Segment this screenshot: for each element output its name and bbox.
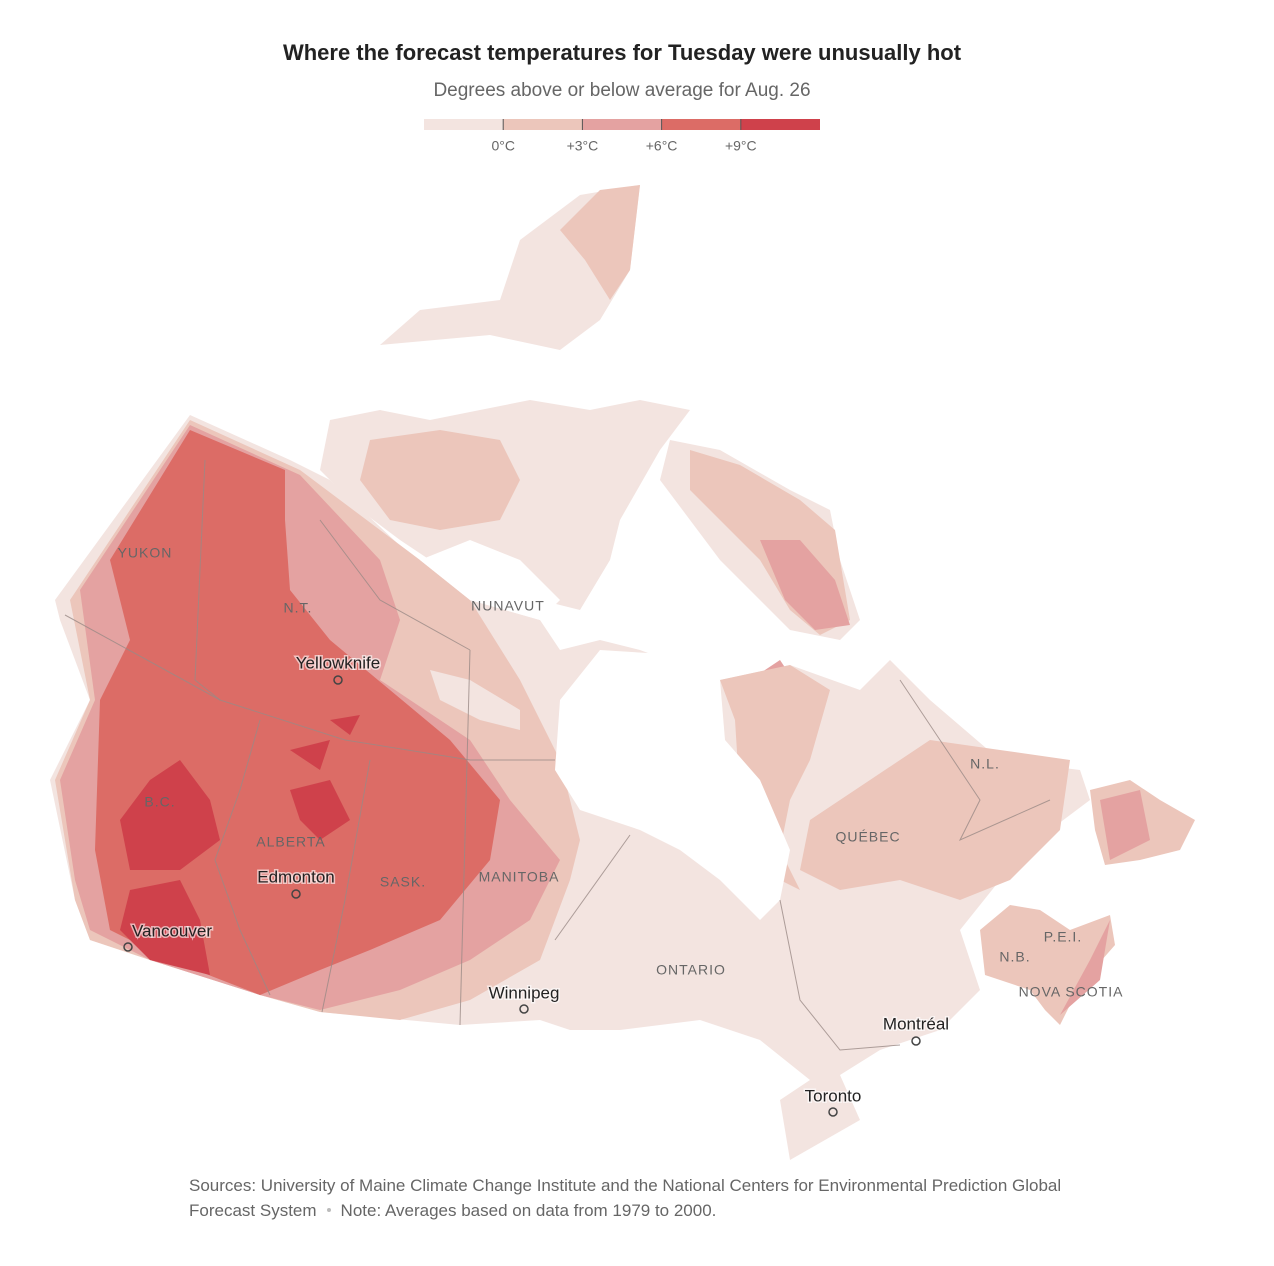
city-dot [123,942,133,952]
city-dot [519,1004,529,1014]
region-label: B.C. [144,794,175,810]
legend-swatch [661,119,741,130]
region-label: NUNAVUT [471,598,545,614]
zone-east-mild [720,665,1070,900]
legend-tick-label: +3°C [567,138,599,154]
legend-swatch [582,119,662,130]
legend-tick-label: 0°C [491,138,515,154]
baffin-warm [760,540,850,630]
map: Where the forecast temperatures for Tues… [50,40,1195,1160]
labels: YUKON N.T. NUNAVUT B.C. ALBERTA SASK. MA… [118,545,1124,1117]
zone-cool [430,670,520,730]
legend: 0°C +3°C +6°C +9°C [424,119,820,154]
footer: Sources: University of Maine Climate Cha… [189,1173,1069,1223]
sources: Sources: University of Maine Climate Cha… [189,1176,1062,1220]
region-label: ALBERTA [256,834,326,850]
region-label: N.L. [970,756,1000,772]
city-dot [911,1036,921,1046]
legend-tick-label: +9°C [725,138,757,154]
region-label: N.B. [999,949,1030,965]
region-label: P.E.I. [1044,929,1082,945]
region-label: ONTARIO [656,962,726,978]
hudson-bay [555,650,790,920]
zone-very-hot [120,715,360,975]
legend-swatch [424,119,504,130]
city-dot [828,1107,838,1117]
maritimes [980,905,1115,1025]
city-label: Vancouver [132,921,212,940]
legend-tick-label: +6°C [646,138,678,154]
legend-swatch [503,119,583,130]
legend-swatch [740,119,820,130]
water [420,520,700,640]
city-dot [291,889,301,899]
city-label: Toronto [805,1086,862,1105]
title: Where the forecast temperatures for Tues… [283,40,962,65]
separator [326,1208,331,1213]
city-dot [333,675,343,685]
region-label: NOVA SCOTIA [1019,984,1124,1000]
region-label: SASK. [380,874,426,890]
region-label: QUÉBEC [835,829,900,845]
region-label: MANITOBA [479,869,560,885]
borders [64,459,1051,1051]
region-label: YUKON [118,545,173,561]
heat-zones [55,420,1150,1020]
city-label: Winnipeg [489,983,560,1002]
city-label: Yellowknife [296,653,380,672]
zone-ns-warm [1060,920,1110,1015]
region-label: N.T. [284,600,313,616]
ellesmere-heat [560,185,640,300]
note: Note: Averages based on data from 1979 t… [340,1201,717,1220]
city-label: Edmonton [257,867,335,886]
subtitle: Degrees above or below average for Aug. … [433,80,810,101]
city-label: Montréal [883,1014,949,1033]
victoria-island [360,430,520,530]
